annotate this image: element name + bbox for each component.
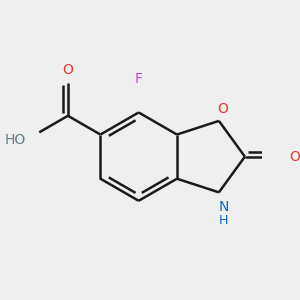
Text: O: O (289, 150, 300, 164)
Text: F: F (135, 72, 143, 86)
Text: HO: HO (4, 133, 26, 147)
Text: N: N (218, 200, 229, 214)
Text: H: H (219, 214, 228, 227)
Text: O: O (217, 102, 228, 116)
Text: O: O (62, 63, 74, 77)
